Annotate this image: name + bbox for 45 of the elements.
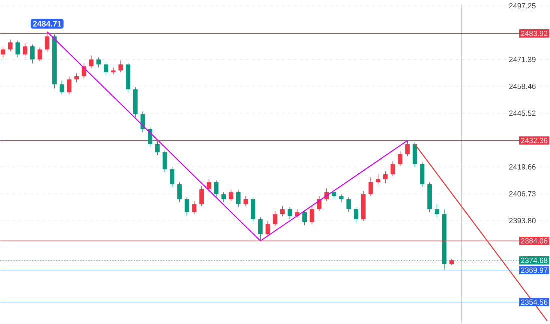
candlestick xyxy=(280,206,285,218)
candlestick xyxy=(258,217,263,242)
candlestick xyxy=(383,171,388,184)
candlestick xyxy=(118,60,124,74)
candlestick xyxy=(412,142,418,168)
candlestick xyxy=(23,44,28,58)
candlestick xyxy=(96,58,102,68)
candlestick xyxy=(376,174,381,186)
candlestick xyxy=(214,180,219,198)
candlestick xyxy=(339,194,344,203)
candlestick xyxy=(16,40,20,58)
candlestick xyxy=(390,161,396,177)
candlestick xyxy=(368,177,374,197)
candlestick xyxy=(1,46,6,58)
candlestick xyxy=(8,40,13,52)
candlestick xyxy=(192,201,197,215)
candlestick xyxy=(104,62,108,76)
candlestick xyxy=(354,207,358,224)
candlestick xyxy=(67,76,72,96)
candlestick xyxy=(236,190,241,208)
candlestick xyxy=(206,179,212,193)
candlestick xyxy=(30,44,35,64)
candlestick xyxy=(184,197,190,217)
candlestick xyxy=(38,48,42,62)
candlestick xyxy=(155,141,160,156)
candlestick xyxy=(346,197,352,213)
candlestick xyxy=(111,67,116,76)
candlestick xyxy=(162,150,168,173)
candlestick xyxy=(200,186,204,207)
candlestick xyxy=(302,210,307,226)
candlestick xyxy=(288,207,292,220)
candlestick xyxy=(398,151,403,167)
candlestick xyxy=(273,211,278,227)
candlestick xyxy=(222,192,226,203)
candlestick xyxy=(310,206,314,225)
candlestick xyxy=(60,80,64,96)
candlestick xyxy=(170,167,175,188)
candlestick xyxy=(229,189,234,202)
candlestick xyxy=(434,204,440,218)
candlestick xyxy=(89,56,94,70)
candlestick xyxy=(420,162,425,188)
candlestick xyxy=(178,182,182,203)
candlestick xyxy=(266,221,270,237)
candlestick xyxy=(244,196,248,207)
candlestick xyxy=(251,197,256,223)
